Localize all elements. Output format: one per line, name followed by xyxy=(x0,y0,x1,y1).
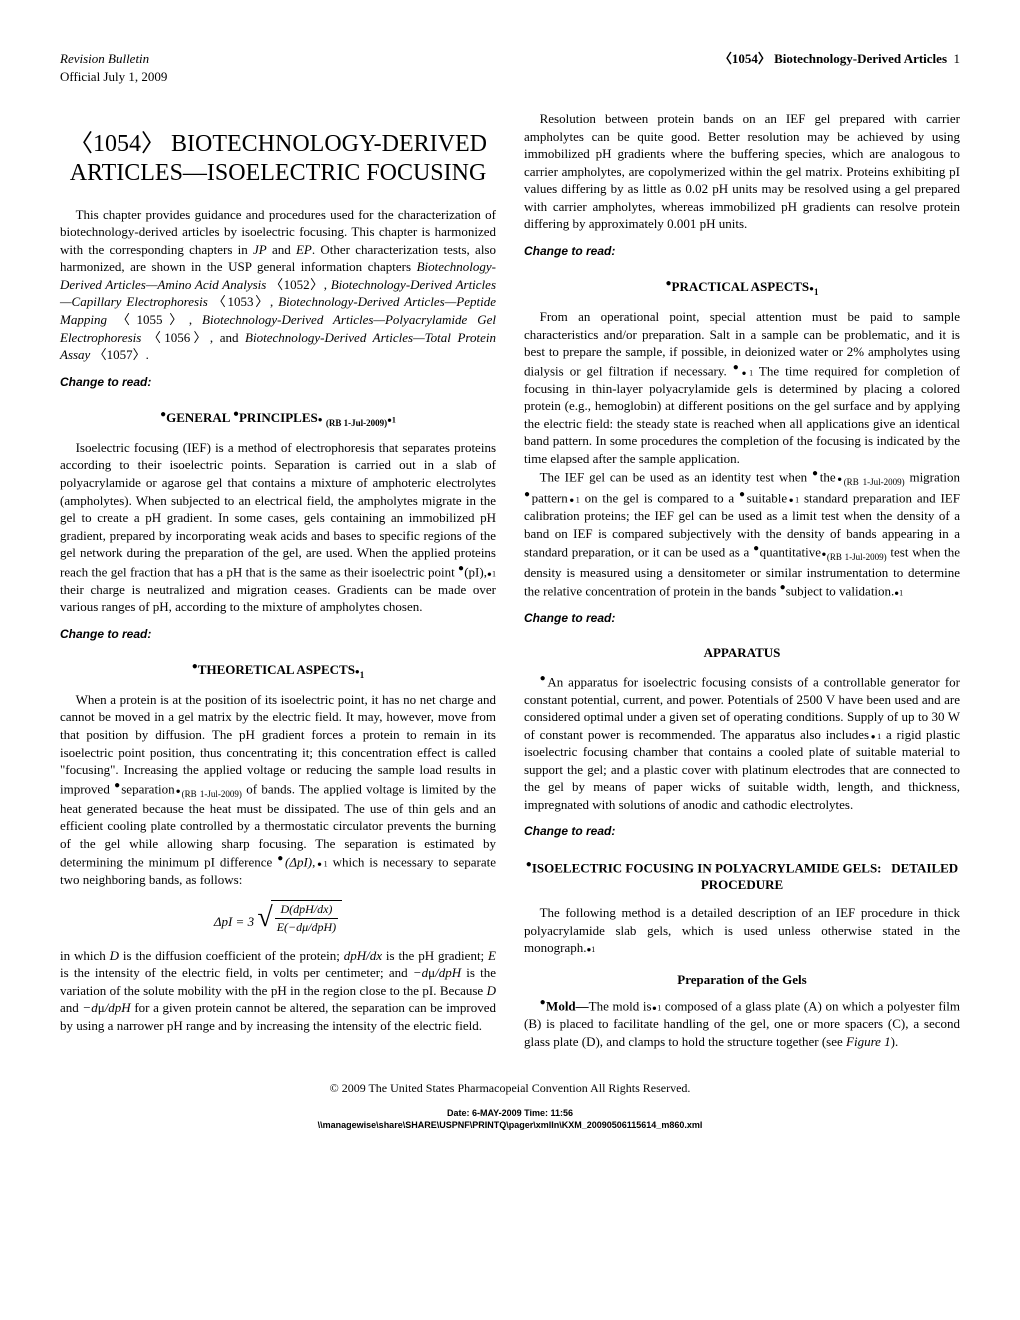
theoretical-heading: ●THEORETICAL ASPECTS●1 xyxy=(60,660,496,681)
prep-heading: Preparation of the Gels xyxy=(524,971,960,989)
header-right: 〈1054〉 Biotechnology-Derived Articles 1 xyxy=(719,50,960,85)
theoretical-p2: in which D is the diffusion coefficient … xyxy=(60,947,496,1035)
intro-paragraph: This chapter provides guidance and proce… xyxy=(60,206,496,364)
theoretical-p3: Resolution between protein bands on an I… xyxy=(524,110,960,233)
footer-path: \\managewise\share\SHARE\USPNF\PRINTQ\pa… xyxy=(60,1120,960,1132)
mold-label: Mold— xyxy=(546,999,589,1014)
official-date: Official July 1, 2009 xyxy=(60,68,167,86)
practical-p1: From an operational point, special atten… xyxy=(524,308,960,467)
body-columns: 〈1054〉 BIOTECHNOLOGY-DERIVED ARTICLES—IS… xyxy=(60,110,960,1050)
general-principles-p1: Isoelectric focusing (IEF) is a method o… xyxy=(60,439,496,616)
chapter-title: 〈1054〉 BIOTECHNOLOGY-DERIVED ARTICLES—IS… xyxy=(60,130,496,188)
change-to-read-4: Change to read: xyxy=(524,610,960,626)
revision-label: Revision Bulletin xyxy=(60,50,167,68)
formula-lhs: ΔpI = 3 xyxy=(214,914,254,929)
practical-p2: The IEF gel can be used as an identity t… xyxy=(524,467,960,600)
page-number: 1 xyxy=(954,51,961,66)
copyright-text: © 2009 The United States Pharmacopeial C… xyxy=(330,1081,691,1095)
practical-heading: ●PRACTICAL ASPECTS●1 xyxy=(524,277,960,298)
header-left: Revision Bulletin Official July 1, 2009 xyxy=(60,50,167,85)
change-to-read-3: Change to read: xyxy=(524,243,960,259)
theoretical-p1: When a protein is at the position of its… xyxy=(60,691,496,889)
footer-metadata: Date: 6-MAY-2009 Time: 11:56 \\managewis… xyxy=(60,1108,960,1131)
general-principles-heading: ●GENERAL ●PRINCIPLES● (RB 1-Jul-2009)●1 xyxy=(60,408,496,429)
formula-num: D(dpH/dx) xyxy=(275,901,338,918)
copyright-footer: © 2009 The United States Pharmacopeial C… xyxy=(60,1080,960,1096)
detailed-heading: ●ISOELECTRIC FOCUSING IN POLYACRYLAMIDE … xyxy=(524,858,960,894)
apparatus-heading: APPARATUS xyxy=(524,644,960,662)
formula-den: E(−dμ/dpH) xyxy=(275,919,338,935)
header-chapter: 〈1054〉 Biotechnology-Derived Articles xyxy=(719,51,947,66)
page-header: Revision Bulletin Official July 1, 2009 … xyxy=(60,50,960,85)
detailed-p1: The following method is a detailed descr… xyxy=(524,904,960,957)
change-to-read-2: Change to read: xyxy=(60,626,496,642)
change-to-read-5: Change to read: xyxy=(524,823,960,839)
change-to-read-1: Change to read: xyxy=(60,374,496,390)
delta-pi-formula: ΔpI = 3 √ D(dpH/dx) E(−dμ/dpH) xyxy=(60,899,496,937)
apparatus-p1: ●An apparatus for isoelectric focusing c… xyxy=(524,672,960,814)
footer-date: Date: 6-MAY-2009 Time: 11:56 xyxy=(60,1108,960,1120)
mold-paragraph: ●Mold—The mold is●1 composed of a glass … xyxy=(524,996,960,1050)
